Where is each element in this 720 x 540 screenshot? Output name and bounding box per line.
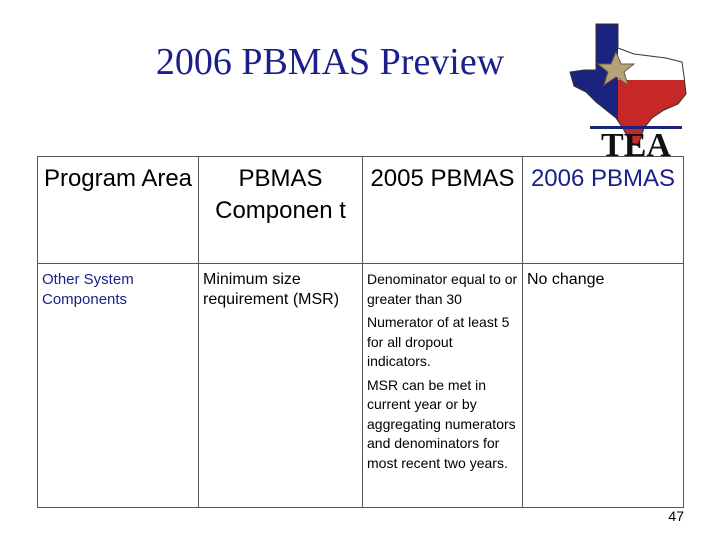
- tea-logo-text: TEA: [601, 127, 671, 160]
- header-2005: 2005 PBMAS: [362, 156, 523, 264]
- table-row: Other System Components Minimum size req…: [37, 263, 684, 508]
- header-program-area: Program Area: [37, 156, 199, 264]
- tea-logo-icon: TEA: [569, 23, 687, 160]
- cell-program-area: Other System Components: [37, 263, 199, 508]
- slide-title: 2006 PBMAS Preview: [155, 41, 505, 83]
- rule-numerator: Numerator of at least 5 for all dropout …: [367, 314, 510, 369]
- header-component: PBMAS Componen t: [198, 156, 363, 264]
- page-number: 47: [668, 508, 684, 524]
- rule-aggregation: MSR can be met in current year or by agg…: [367, 376, 516, 471]
- cell-2005: Denominator equal to or greater than 30 …: [362, 263, 523, 508]
- cell-2006: No change: [522, 263, 684, 508]
- rule-denominator: Denominator equal to or greater than 30: [367, 271, 518, 307]
- comparison-table: Program Area PBMAS Componen t 2005 PBMAS…: [37, 156, 684, 508]
- header-2006: 2006 PBMAS: [522, 156, 684, 264]
- cell-component: Minimum size requirement (MSR): [198, 263, 363, 508]
- header-row: Program Area PBMAS Componen t 2005 PBMAS…: [37, 156, 684, 264]
